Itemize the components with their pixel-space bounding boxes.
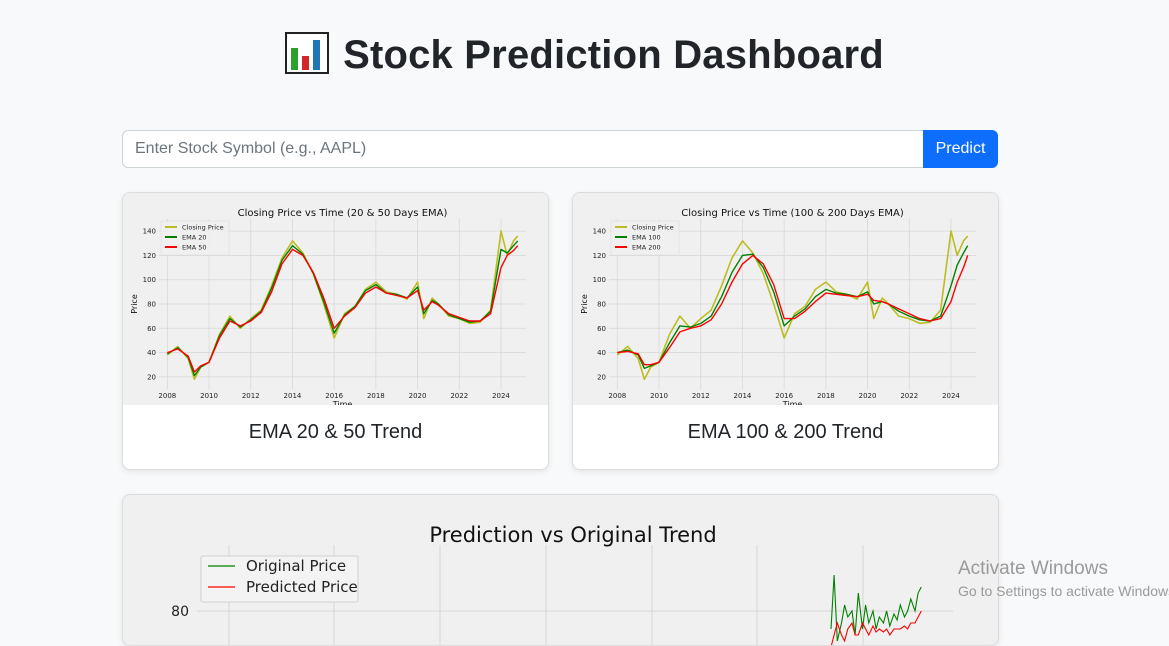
windows-activation-watermark: Activate Windows Go to Settings to activ…	[958, 558, 1169, 599]
x-tick-label: 2020	[859, 392, 877, 400]
y-axis-label: Price	[130, 294, 139, 314]
x-tick-label: 2024	[942, 392, 960, 400]
y-tick-label: 140	[593, 228, 606, 236]
x-tick-label: 2012	[242, 392, 260, 400]
x-axis-label: Time	[782, 400, 803, 405]
y-tick-label: 60	[597, 325, 606, 333]
x-tick-label: 2008	[608, 392, 626, 400]
x-tick-label: 2016	[325, 392, 343, 400]
series-line-2	[166, 240, 519, 377]
x-tick-label: 2016	[775, 392, 793, 400]
series-line-1	[830, 574, 922, 642]
y-tick-label: 80	[147, 301, 156, 309]
x-tick-label: 2022	[450, 392, 468, 400]
prediction-chart: 80 Prediction vs Original Trend Original P…	[171, 523, 953, 645]
chart-title: Prediction vs Original Trend	[429, 523, 716, 547]
y-axis-label: Price	[580, 294, 589, 314]
page-title-text: Stock Prediction Dashboard	[343, 33, 884, 77]
x-tick-label: 2010	[200, 392, 218, 400]
y-tick-label: 20	[597, 373, 606, 381]
legend-label: EMA 50	[182, 244, 207, 252]
y-tick-label: 40	[597, 349, 606, 357]
chart-title: Closing Price vs Time (20 & 50 Days EMA)	[238, 208, 448, 219]
x-tick-label: 2018	[367, 392, 385, 400]
ema-100-200-card: 2008 2010 2012 2014 2016 2018 2020 2022 2024 20 40…	[572, 192, 999, 470]
ema-100-200-caption: EMA 100 & 200 Trend	[687, 421, 884, 443]
y-tick-label: 20	[147, 373, 156, 381]
y-tick-label: 80	[597, 301, 606, 309]
watermark-subtitle: Go to Settings to activate Windows.	[958, 583, 1169, 599]
legend-label: Closing Price	[182, 224, 224, 232]
y-tick-label: 80	[171, 604, 189, 620]
legend-label: EMA 20	[182, 234, 207, 242]
y-tick-label: 120	[593, 252, 606, 260]
legend-label: Original Price	[246, 557, 346, 575]
y-tick-label: 100	[593, 276, 606, 284]
stock-search-form: Predict	[122, 130, 998, 168]
stock-symbol-input[interactable]	[122, 130, 923, 168]
chart-title: Closing Price vs Time (100 & 200 Days EM…	[681, 208, 904, 219]
y-tick-label: 120	[143, 252, 156, 260]
ema-20-50-caption: EMA 20 & 50 Trend	[248, 421, 423, 443]
series-line-3	[617, 254, 969, 366]
x-tick-label: 2008	[158, 392, 176, 400]
ema-20-50-card: 2008 2010 2012 2014 2016 2018 2020 2022 2024 20 40…	[122, 192, 549, 470]
x-tick-label: 2010	[650, 392, 668, 400]
series-line-2	[617, 245, 969, 370]
ema-20-50-chart: 2008 2010 2012 2014 2016 2018 2020 2022 2024 20 40…	[123, 193, 548, 405]
legend-label: Predicted Price	[246, 578, 358, 596]
legend-label: Closing Price	[632, 224, 674, 232]
ema-100-200-chart: 2008 2010 2012 2014 2016 2018 2020 2022 2024 20 40…	[573, 193, 998, 405]
x-tick-label: 2018	[817, 392, 835, 400]
series-line-1	[616, 230, 969, 381]
y-tick-label: 100	[143, 276, 156, 284]
legend-label: EMA 200	[632, 244, 661, 252]
y-tick-label: 140	[143, 228, 156, 236]
x-tick-label: 2022	[900, 392, 918, 400]
series-line-3	[167, 245, 519, 373]
x-tick-label: 2020	[409, 392, 427, 400]
watermark-title: Activate Windows	[958, 558, 1108, 579]
legend-box	[200, 555, 359, 603]
prediction-card: 80 Prediction vs Original Trend Original P…	[122, 494, 999, 646]
page-title: Stock Prediction Dashboard	[0, 32, 1169, 84]
x-axis-label: Time	[332, 400, 353, 405]
predict-button[interactable]: Predict	[923, 130, 998, 168]
x-tick-label: 2012	[692, 392, 710, 400]
y-tick-label: 40	[147, 349, 156, 357]
y-tick-label: 60	[147, 325, 156, 333]
bar-chart-emoji-icon	[285, 32, 330, 84]
x-tick-label: 2014	[734, 392, 752, 400]
x-tick-label: 2024	[492, 392, 510, 400]
x-tick-label: 2014	[284, 392, 302, 400]
legend-label: EMA 100	[632, 234, 661, 242]
